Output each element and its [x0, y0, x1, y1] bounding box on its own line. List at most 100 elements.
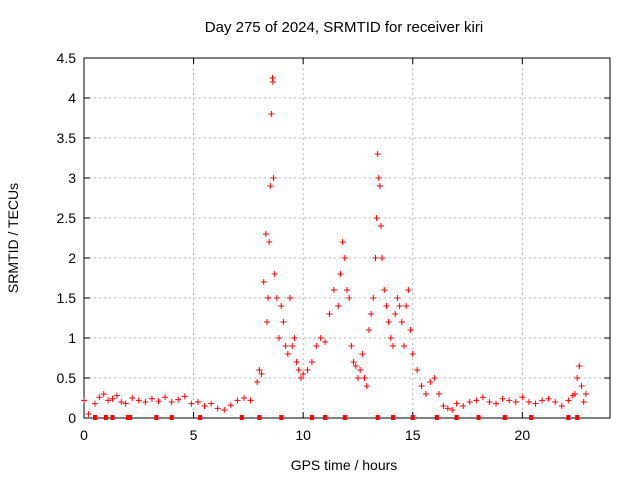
zero-marker [529, 415, 534, 420]
zero-marker [410, 415, 415, 420]
data-point [337, 271, 344, 277]
data-point [339, 239, 346, 245]
zero-marker [154, 415, 159, 420]
data-point [118, 399, 125, 405]
zero-marker [391, 415, 396, 420]
data-point [240, 395, 247, 401]
y-tick-label: 3.5 [57, 130, 77, 146]
data-point [381, 287, 388, 293]
y-tick-label: 0 [68, 410, 76, 426]
data-point [571, 391, 578, 397]
data-point [387, 335, 394, 341]
data-point [322, 339, 329, 345]
data-point [394, 295, 401, 301]
data-point [574, 375, 581, 381]
y-tick-label: 4 [68, 90, 76, 106]
data-point [519, 394, 526, 401]
data-point [254, 379, 261, 385]
y-tick-label: 3 [68, 170, 76, 186]
data-point [365, 327, 372, 333]
data-point [335, 303, 342, 309]
data-point [357, 367, 364, 373]
zero-marker [309, 415, 314, 420]
chart-title: Day 275 of 2024, SRMTID for receiver kir… [205, 19, 483, 36]
zero-marker [454, 415, 459, 420]
data-point [525, 399, 532, 405]
data-point [372, 255, 379, 261]
data-point [379, 255, 386, 261]
data-point [436, 391, 443, 397]
axis-layer [83, 57, 611, 419]
data-point [444, 405, 451, 412]
zero-marker [125, 415, 130, 420]
data-point [361, 375, 368, 381]
data-point [352, 363, 359, 369]
data-point [486, 399, 493, 405]
zero-marker [323, 415, 328, 420]
data-point [135, 397, 142, 404]
data-point [390, 343, 397, 349]
data-point [354, 375, 361, 381]
data-point [466, 399, 473, 405]
zero-marker [375, 415, 380, 420]
data-point [181, 393, 188, 400]
data-point [270, 175, 277, 181]
data-point [208, 400, 215, 407]
data-point [258, 371, 265, 377]
data-point [291, 335, 298, 341]
data-point [499, 395, 506, 402]
y-axis-label: SRMTID / TECUs [5, 183, 21, 293]
data-point [295, 367, 302, 373]
data-point [405, 287, 412, 293]
tick-layer: 0 0.5 1 1.5 2 2.5 3 3.5 4 4.5 0 5 10 15 20 [57, 50, 610, 443]
data-point [96, 394, 103, 401]
data-point [308, 359, 315, 365]
zero-marker [103, 415, 108, 420]
data-point [188, 400, 195, 407]
y-tick-label: 1 [68, 330, 76, 346]
data-point [214, 405, 221, 412]
data-point [100, 391, 107, 397]
data-point [280, 319, 287, 325]
data-point [453, 400, 460, 407]
data-point [264, 319, 271, 325]
zero-marker [92, 415, 97, 420]
data-point [346, 295, 353, 301]
data-point [414, 367, 421, 373]
data-point [262, 231, 269, 237]
data-point [427, 379, 434, 385]
y-tick-label: 2.5 [57, 210, 77, 226]
data-point [201, 403, 208, 409]
data-point [148, 395, 155, 402]
data-point [582, 391, 589, 397]
data-point [493, 400, 500, 407]
data-point [282, 343, 289, 349]
data-point [293, 359, 300, 365]
zero-marker [575, 415, 580, 420]
data-point [473, 397, 480, 404]
data-point [558, 403, 565, 409]
data-point [269, 79, 276, 85]
data-point [113, 392, 120, 399]
data-point [289, 343, 296, 349]
data-point [398, 319, 405, 325]
data-point [271, 271, 278, 277]
data-point [175, 396, 182, 403]
data-point [552, 399, 559, 405]
data-point [440, 403, 447, 409]
data-point [129, 395, 136, 401]
zero-marker [279, 415, 284, 420]
data-point [155, 398, 162, 405]
data-point [359, 351, 366, 357]
data-point [273, 295, 280, 301]
zero-marker [169, 415, 174, 420]
data-point [109, 395, 116, 402]
data-point [234, 397, 241, 404]
x-tick-label: 15 [405, 427, 421, 443]
data-point [85, 411, 92, 417]
data-point [105, 397, 112, 404]
data-point [376, 183, 383, 189]
